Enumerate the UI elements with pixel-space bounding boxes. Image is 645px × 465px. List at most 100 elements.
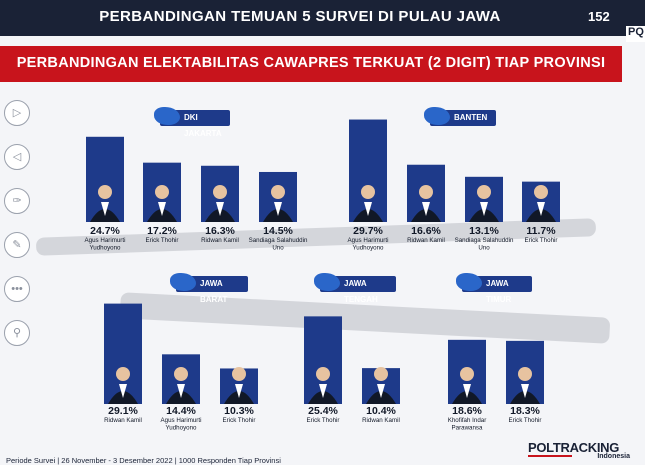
candidate-name: Yudhoyono — [90, 245, 122, 252]
province-map-icon — [424, 107, 450, 125]
bar-group: 10.3%Erick Thohir — [220, 367, 258, 424]
candidate-name: Uno — [478, 245, 490, 252]
bar-group: 29.1%Ridwan Kamil — [104, 303, 142, 424]
logo-name: POLTRACKING — [528, 440, 620, 455]
candidate-name: Khofifah Indar — [448, 417, 487, 424]
bar-group: 10.4%Ridwan Kamil — [362, 367, 400, 424]
candidate-photo — [422, 202, 430, 216]
candidate-photo — [374, 367, 388, 381]
candidate-name: Ridwan Kamil — [201, 237, 239, 244]
candidate-name: Yudhoyono — [166, 425, 198, 432]
bar-group: 11.7%Erick Thohir — [522, 181, 560, 244]
value-label: 18.6% — [452, 405, 482, 417]
candidate-name: Ridwan Kamil — [362, 417, 400, 424]
province-name: DKI JAKARTA — [184, 113, 222, 138]
viewer-sidebar: ▷ ◁ ✑ ✎ ••• ⚲ — [4, 100, 32, 364]
value-label: 16.3% — [205, 225, 235, 237]
chart-subtitle: PERBANDINGAN ELEKTABILITAS CAWAPRES TERK… — [16, 55, 606, 71]
value-label: 10.3% — [224, 405, 254, 417]
province-map-icon — [170, 273, 196, 291]
candidate-photo — [463, 384, 471, 398]
candidate-photo — [274, 202, 282, 216]
value-label: 14.4% — [166, 405, 196, 417]
bar-group: 16.6%Ridwan Kamil — [407, 164, 445, 244]
bar-group: 16.3%Ridwan Kamil — [201, 165, 239, 244]
candidate-photo — [158, 202, 166, 216]
province-label-dki-jakarta: DKI JAKARTA — [154, 107, 230, 138]
candidate-photo — [361, 185, 375, 199]
value-label: 17.2% — [147, 225, 177, 237]
candidate-photo — [316, 367, 330, 381]
value-label: 29.1% — [108, 405, 138, 417]
candidate-name: Erick Thohir — [223, 417, 256, 424]
candidate-photo — [216, 202, 224, 216]
candidate-photo — [477, 185, 491, 199]
candidate-photo — [98, 185, 112, 199]
candidate-photo — [480, 202, 488, 216]
bar-group: 25.4%Erick Thohir — [304, 316, 342, 424]
page-number: 152 — [588, 9, 610, 24]
province-map-icon — [456, 273, 482, 291]
candidate-photo — [460, 367, 474, 381]
value-label: 10.4% — [366, 405, 396, 417]
poltracking-logo: POLTRACKING Indonesia — [528, 440, 638, 464]
candidate-photo — [119, 384, 127, 398]
candidate-photo — [271, 185, 285, 199]
candidate-name: Yudhoyono — [353, 245, 385, 252]
province-label-banten: BANTEN — [424, 107, 496, 126]
candidate-name: Ridwan Kamil — [407, 237, 445, 244]
candidate-name: Erick Thohir — [509, 417, 542, 424]
province-name: JAWA TIMUR — [486, 279, 512, 304]
value-label: 25.4% — [308, 405, 338, 417]
candidate-name: Agus Harimurti — [85, 237, 126, 244]
play-icon[interactable]: ▷ — [4, 100, 30, 126]
candidate-name: Erick Thohir — [525, 237, 558, 244]
candidate-name: Parawansa — [452, 425, 484, 432]
back-icon[interactable]: ◁ — [4, 144, 30, 170]
edit-icon[interactable]: ✎ — [4, 232, 30, 258]
candidate-photo — [213, 185, 227, 199]
value-label: 13.1% — [469, 225, 499, 237]
logo-accent — [528, 455, 572, 457]
candidate-photo — [155, 185, 169, 199]
candidate-photo — [235, 384, 243, 398]
province-label-jawa-barat: JAWA BARAT — [170, 273, 248, 304]
bar-group: 17.2%Erick Thohir — [143, 162, 181, 244]
survey-period-note: Periode Survei | 26 November - 3 Desembe… — [6, 456, 281, 465]
candidate-photo — [101, 202, 109, 216]
province-name: JAWA TENGAH — [344, 279, 378, 304]
candidate-name: Agus Harimurti — [348, 237, 389, 244]
subtitle-bar: PERBANDINGAN ELEKTABILITAS CAWAPRES TERK… — [0, 46, 622, 82]
value-label: 14.5% — [263, 225, 293, 237]
pen-icon[interactable]: ✑ — [4, 188, 30, 214]
more-icon[interactable]: ••• — [4, 276, 30, 302]
candidate-photo — [319, 384, 327, 398]
candidate-photo — [116, 367, 130, 381]
province-label-jawa-tengah: JAWA TENGAH — [314, 273, 396, 304]
candidate-photo — [534, 185, 548, 199]
province-label-jawa-timur: JAWA TIMUR — [456, 273, 532, 304]
candidate-photo — [174, 367, 188, 381]
province-map-icon — [154, 107, 180, 125]
page-title: PERBANDINGAN TEMUAN 5 SURVEI DI PULAU JA… — [99, 8, 501, 25]
candidate-photo — [232, 367, 246, 381]
candidate-photo — [521, 384, 529, 398]
candidate-name: Erick Thohir — [146, 237, 179, 244]
candidate-name: Agus Harimurti — [161, 417, 202, 424]
candidate-photo — [377, 384, 385, 398]
candidate-photo — [537, 202, 545, 216]
logo-sub: Indonesia — [597, 453, 630, 460]
zoom-icon[interactable]: ⚲ — [4, 320, 30, 346]
corner-badge: PQ — [626, 26, 645, 42]
value-label: 29.7% — [353, 225, 383, 237]
candidate-photo — [518, 367, 532, 381]
candidate-name: Sandiaga Salahuddin — [455, 237, 514, 244]
candidate-name: Erick Thohir — [307, 417, 340, 424]
candidate-name: Ridwan Kamil — [104, 417, 142, 424]
candidate-photo — [177, 384, 185, 398]
